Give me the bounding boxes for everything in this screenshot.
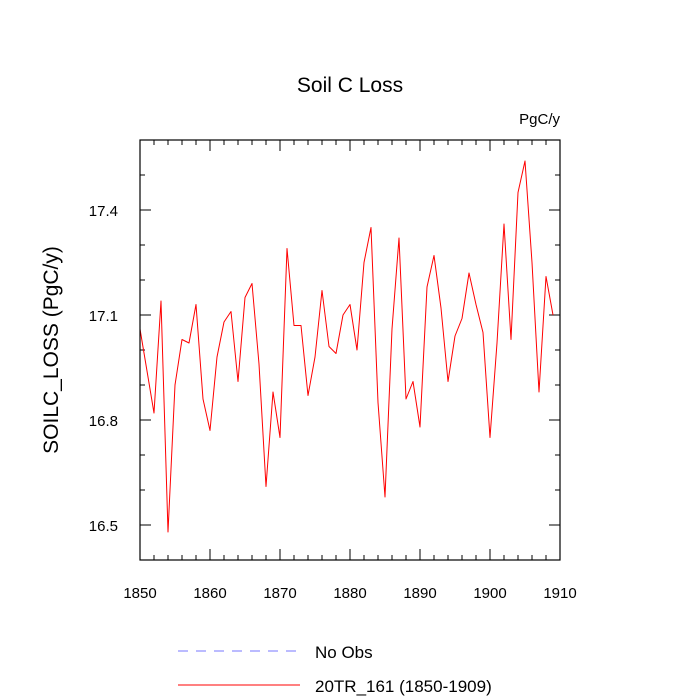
series-layer <box>139 160 554 533</box>
y-axis-label: SOILC_LOSS (PgC/y) <box>40 246 63 454</box>
y-tick-label: 17.1 <box>89 308 118 325</box>
legend: No Obs 20TR_161 (1850-1909) <box>178 643 492 696</box>
y-tick-label: 17.4 <box>89 203 118 220</box>
y-tick-label: 16.5 <box>89 518 118 535</box>
x-tick-label: 1910 <box>543 585 576 602</box>
y-tick-label: 16.8 <box>89 413 118 430</box>
legend-label-model-run: 20TR_161 (1850-1909) <box>315 677 492 696</box>
axis-ticks <box>139 139 561 561</box>
x-tick-label: 1890 <box>403 585 436 602</box>
x-tick-label: 1860 <box>193 585 226 602</box>
units-label: PgC/y <box>519 111 560 128</box>
x-tick-label: 1900 <box>473 585 506 602</box>
x-tick-label: 1880 <box>333 585 366 602</box>
series-line-0 <box>139 160 554 533</box>
chart-title: Soil C Loss <box>297 74 403 97</box>
legend-label-no-obs: No Obs <box>315 643 373 662</box>
x-tick-label: 1870 <box>263 585 296 602</box>
plot-area-frame <box>139 139 561 561</box>
x-tick-label: 1850 <box>123 585 156 602</box>
axis-tick-labels: 1850 1860 1870 1880 1890 1900 1910 16.5 16.8 17.1… <box>89 203 577 602</box>
